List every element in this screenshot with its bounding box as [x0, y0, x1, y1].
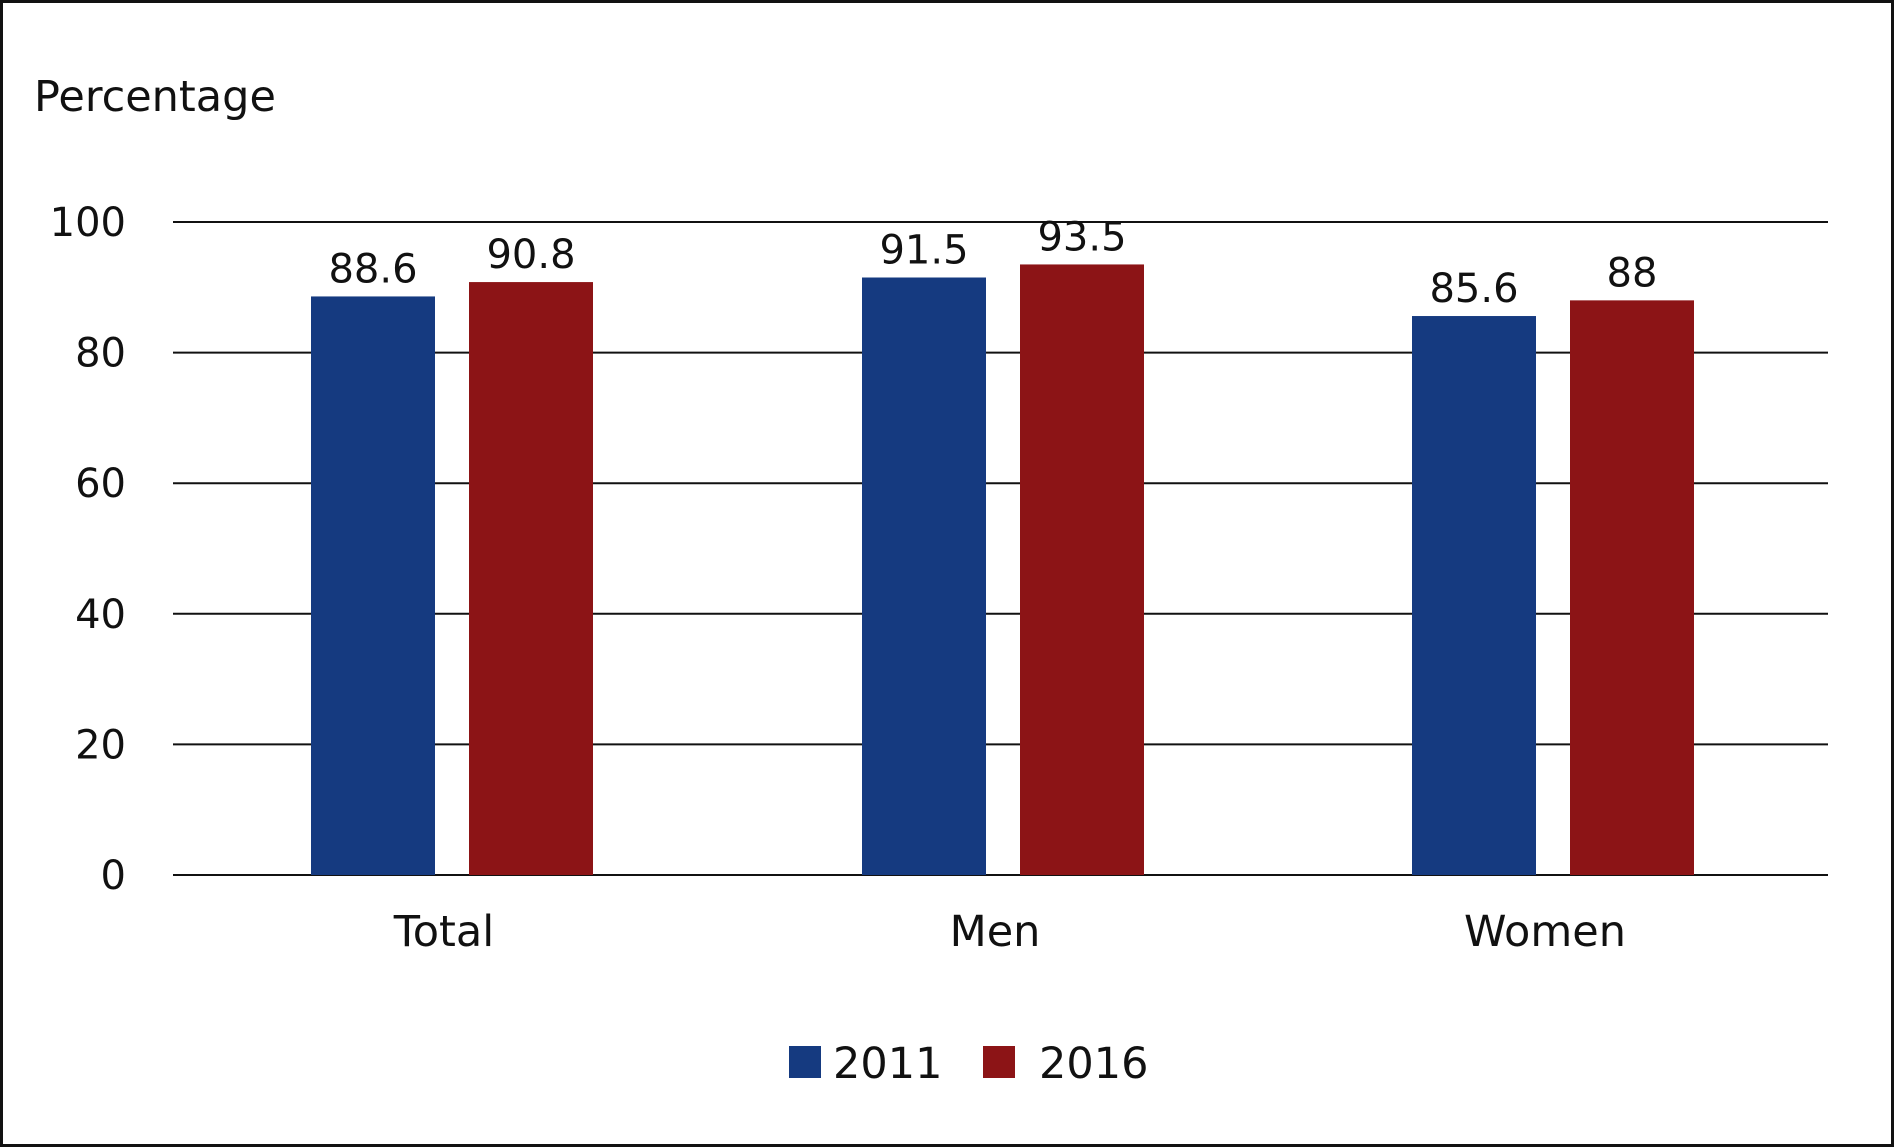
y-tick-label: 60 [75, 461, 126, 507]
category-label: Men [950, 907, 1041, 957]
y-tick-labels: 0 20 40 60 80 100 [50, 200, 126, 899]
bar-men-2016 [1020, 264, 1144, 875]
legend-swatch-2011 [789, 1046, 821, 1078]
category-label: Total [393, 907, 494, 957]
value-label: 88 [1607, 250, 1658, 296]
category-label: Women [1464, 907, 1626, 957]
bar-chart: Percentage 0 20 40 60 80 100 88.6 90.8 91.5 93.5… [34, 72, 1828, 1089]
value-label: 88.6 [328, 246, 417, 292]
y-tick-label: 0 [101, 853, 126, 899]
value-label: 85.6 [1429, 266, 1518, 312]
y-tick-label: 40 [75, 592, 126, 638]
bar-total-2016 [469, 282, 593, 875]
value-label: 93.5 [1037, 214, 1126, 260]
bar-men-2011 [862, 277, 986, 875]
legend-label: 2011 [833, 1039, 942, 1089]
bar-women-2016 [1570, 300, 1694, 875]
legend: 2011 2016 [789, 1039, 1148, 1089]
y-tick-label: 100 [50, 200, 126, 246]
bar-total-2011 [311, 296, 435, 875]
legend-label: 2016 [1039, 1039, 1148, 1089]
legend-swatch-2016 [983, 1046, 1015, 1078]
value-labels: 88.6 90.8 91.5 93.5 85.6 88 [328, 214, 1657, 312]
bar-women-2011 [1412, 316, 1536, 876]
value-label: 91.5 [879, 228, 968, 274]
y-tick-label: 80 [75, 331, 126, 377]
gridlines [173, 221, 1828, 876]
value-label: 90.8 [486, 232, 575, 278]
category-labels: Total Men Women [393, 907, 1626, 957]
y-axis-label: Percentage [34, 72, 276, 122]
y-tick-label: 20 [75, 722, 126, 768]
bars [311, 264, 1694, 876]
